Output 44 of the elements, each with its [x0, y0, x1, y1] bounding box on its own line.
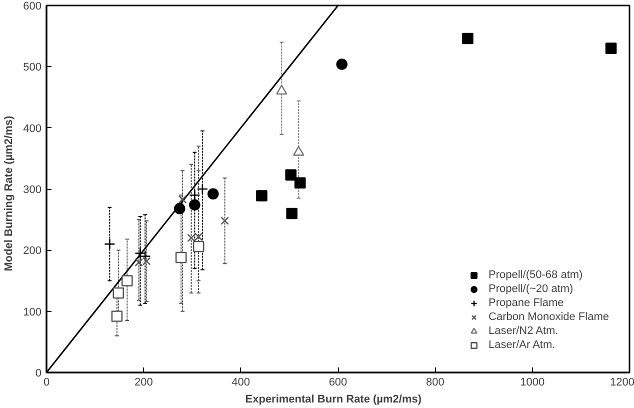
point	[286, 208, 298, 220]
y-tick-label: 100	[23, 306, 42, 318]
legend-label: Propell/(~20 atm)	[488, 282, 574, 296]
point	[175, 252, 187, 264]
point	[174, 202, 186, 214]
y-tick-label: 300	[23, 184, 42, 196]
legend-label: Propane Flame	[488, 296, 564, 310]
y-tick-label: 0	[35, 368, 42, 380]
point	[292, 146, 304, 156]
point	[276, 84, 288, 95]
x-tick-label: 1000	[520, 376, 545, 388]
point	[134, 248, 146, 259]
y-axis-title: Model Burning Rate (µm2/ms)	[3, 116, 16, 272]
legend-label: Carbon Monoxide Flame	[488, 310, 609, 324]
legend-label: Laser/N2 Atm.	[488, 324, 558, 338]
point	[336, 58, 348, 70]
point	[192, 240, 204, 252]
point	[294, 177, 306, 189]
x-tick-label: 200	[134, 376, 153, 388]
point	[104, 238, 116, 250]
point	[139, 250, 151, 262]
x-axis-title: Experimental Burn Rate (µm2/ms)	[245, 394, 422, 406]
y-tick-label: 600	[23, 0, 42, 12]
y-tick-label: 400	[23, 122, 42, 135]
point	[220, 216, 229, 225]
point	[256, 190, 268, 202]
point	[462, 32, 474, 44]
x-tick-label: 0	[43, 376, 50, 388]
point	[285, 169, 297, 181]
legend-label: Laser/Ar Atm.	[488, 338, 556, 352]
y-tick-label: 200	[23, 245, 42, 258]
point	[178, 195, 187, 204]
point	[122, 275, 133, 286]
x-tick-label: 400	[232, 376, 250, 388]
point	[189, 199, 200, 211]
point	[207, 188, 219, 200]
point	[605, 42, 617, 54]
point	[112, 287, 124, 299]
x-tick-label: 800	[426, 376, 444, 388]
x-tick-label: 1200	[610, 376, 634, 388]
x-tick-label: 600	[328, 376, 348, 388]
legend-label: Propell/(50-68 atm)	[488, 268, 583, 282]
y-tick-label: 500	[23, 62, 42, 74]
point	[111, 310, 123, 322]
